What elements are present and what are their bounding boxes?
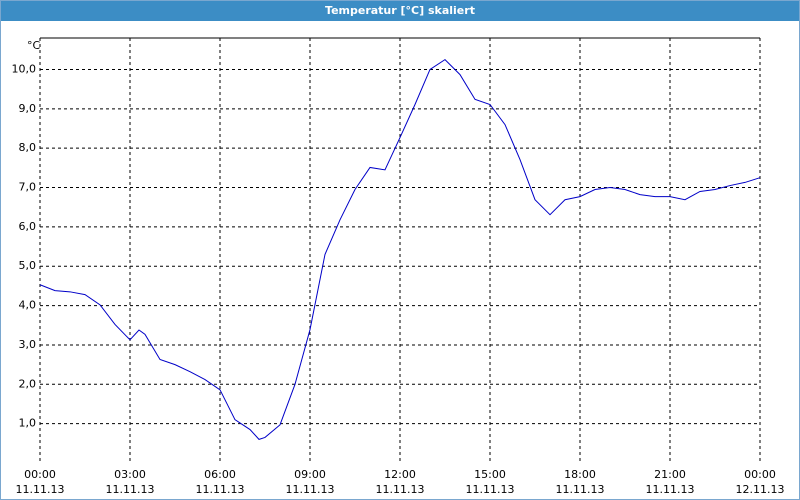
y-tick-label: 1,0	[19, 417, 37, 430]
x-tick-date: 11.11.13	[286, 483, 335, 496]
x-tick-label: 12:00	[384, 468, 416, 481]
y-tick-label: 9,0	[19, 102, 37, 115]
x-tick-label: 09:00	[294, 468, 326, 481]
chart-title: Temperatur [°C] skaliert	[325, 4, 475, 17]
data-line	[39, 59, 761, 440]
x-tick-date: 11.11.13	[466, 483, 515, 496]
y-axis-label: °C	[27, 39, 41, 52]
y-tick-label: 10,0	[12, 62, 37, 75]
x-tick-date: 11.11.13	[646, 483, 695, 496]
x-tick-label: 03:00	[114, 468, 146, 481]
x-tick-label: 18:00	[564, 468, 596, 481]
x-tick-date: 11.11.13	[196, 483, 245, 496]
y-tick-label: 7,0	[19, 181, 37, 194]
x-tick-date: 12.11.13	[736, 483, 785, 496]
x-tick-label: 00:00	[24, 468, 56, 481]
y-tick-label: 8,0	[19, 141, 37, 154]
y-tick-label: 6,0	[19, 220, 37, 233]
y-tick-label: 2,0	[19, 377, 37, 390]
y-tick-label: 4,0	[19, 299, 37, 312]
x-tick-date: 11.11.13	[556, 483, 605, 496]
x-tick-label: 06:00	[204, 468, 236, 481]
x-tick-label: 00:00	[744, 468, 776, 481]
x-tick-date: 11.11.13	[16, 483, 65, 496]
y-tick-label: 5,0	[19, 259, 37, 272]
x-tick-date: 11.11.13	[376, 483, 425, 496]
x-tick-label: 15:00	[474, 468, 506, 481]
y-tick-label: 3,0	[19, 338, 37, 351]
x-tick-date: 11.11.13	[106, 483, 155, 496]
title-bar	[0, 0, 800, 21]
x-tick-label: 21:00	[654, 468, 686, 481]
